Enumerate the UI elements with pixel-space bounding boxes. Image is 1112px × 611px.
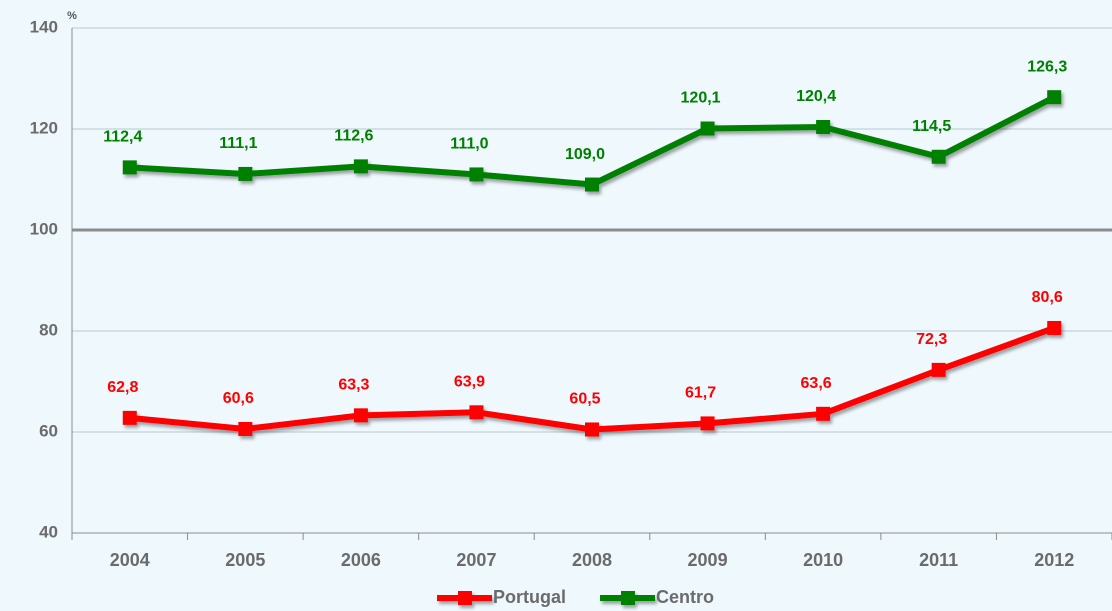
data-label: 63,9 xyxy=(454,374,485,391)
point-marker xyxy=(700,416,715,431)
data-label: 61,7 xyxy=(685,385,716,402)
point-marker xyxy=(469,167,484,182)
point-marker xyxy=(469,405,484,420)
data-label: 112,6 xyxy=(334,128,373,145)
y-tick-label: 140 xyxy=(30,17,58,36)
data-label: 120,1 xyxy=(681,90,721,107)
data-label: 72,3 xyxy=(916,331,947,348)
point-marker xyxy=(238,166,253,181)
legend-label: Portugal xyxy=(493,587,566,607)
data-label: 111,1 xyxy=(219,135,257,152)
data-label: 60,6 xyxy=(223,390,254,407)
point-marker xyxy=(1047,90,1062,105)
x-tick-label: 2009 xyxy=(688,550,728,570)
x-tick-label: 2012 xyxy=(1034,550,1074,570)
x-tick-label: 2005 xyxy=(225,550,265,570)
y-tick-label: 80 xyxy=(39,320,58,339)
point-marker xyxy=(122,160,137,175)
data-label: 109,0 xyxy=(565,146,605,163)
point-marker xyxy=(816,119,831,134)
data-label: 63,3 xyxy=(338,377,369,394)
x-tick-label: 2008 xyxy=(572,550,612,570)
point-marker xyxy=(931,149,946,164)
point-marker xyxy=(700,121,715,136)
legend-marker xyxy=(458,591,472,605)
x-tick-label: 2010 xyxy=(803,550,843,570)
legend-item xyxy=(437,591,492,605)
legend-marker xyxy=(621,591,636,605)
data-label: 111,0 xyxy=(450,136,488,153)
x-tick-label: 2004 xyxy=(110,550,150,570)
x-tick-label: 2006 xyxy=(341,550,381,570)
data-label: 62,8 xyxy=(107,379,138,396)
legend-item xyxy=(600,591,656,605)
series xyxy=(122,90,1062,192)
point-marker xyxy=(353,159,368,174)
x-tick-label: 2011 xyxy=(919,550,958,570)
point-marker xyxy=(585,422,599,437)
data-label: 63,6 xyxy=(801,375,832,392)
point-marker xyxy=(122,410,137,425)
y-tick-label: 100 xyxy=(30,219,58,238)
series xyxy=(122,320,1062,437)
data-label: 80,6 xyxy=(1032,289,1063,306)
point-marker xyxy=(353,408,368,423)
data-label: 114,5 xyxy=(912,118,951,135)
data-label: 112,4 xyxy=(103,129,142,146)
data-label: 60,5 xyxy=(569,391,600,408)
data-label: 126,3 xyxy=(1027,58,1067,75)
y-axis-label: % xyxy=(67,10,77,22)
point-marker xyxy=(238,421,253,436)
x-tick-label: 2007 xyxy=(456,550,496,570)
data-label: 120,4 xyxy=(796,88,836,105)
point-marker xyxy=(585,177,599,192)
y-tick-label: 120 xyxy=(30,118,58,137)
y-tick-label: 60 xyxy=(39,421,58,440)
point-marker xyxy=(1047,320,1062,335)
y-tick-label: 40 xyxy=(39,522,58,541)
point-marker xyxy=(816,406,831,421)
legend-label: Centro xyxy=(656,587,714,607)
point-marker xyxy=(931,362,946,377)
